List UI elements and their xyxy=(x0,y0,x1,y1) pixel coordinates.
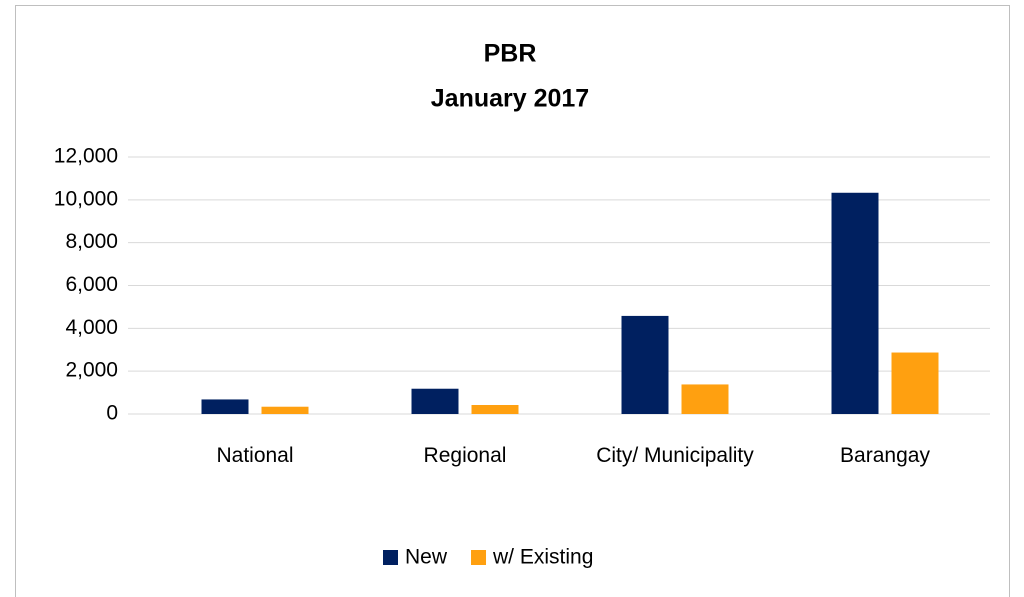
bar xyxy=(261,406,309,414)
legend-swatch xyxy=(471,550,487,565)
y-tick-label: 0 xyxy=(106,402,118,425)
bar xyxy=(621,315,669,414)
y-tick-label: 12,000 xyxy=(54,145,118,168)
bar xyxy=(411,388,459,414)
legend-swatch xyxy=(383,550,398,565)
x-tick-label: Barangay xyxy=(840,444,930,467)
x-tick-label: Regional xyxy=(423,444,507,467)
y-tick-label: 4,000 xyxy=(65,316,118,339)
y-tick-label: 2,000 xyxy=(65,359,118,382)
bar xyxy=(891,352,939,414)
y-tick-label: 6,000 xyxy=(65,273,118,296)
legend-label: w/ Existing xyxy=(492,546,593,569)
bar xyxy=(471,405,519,414)
bar xyxy=(681,384,729,414)
chart-border xyxy=(15,5,1010,597)
bar xyxy=(831,192,879,414)
x-tick-label: National xyxy=(216,444,294,467)
legend-label: New xyxy=(405,546,448,569)
chart-title: PBR xyxy=(484,40,537,68)
bar xyxy=(201,399,249,414)
y-tick-label: 8,000 xyxy=(65,230,118,253)
chart-subtitle: January 2017 xyxy=(431,85,589,113)
y-tick-label: 10,000 xyxy=(54,187,118,210)
x-tick-label: City/ Municipality xyxy=(596,444,754,467)
